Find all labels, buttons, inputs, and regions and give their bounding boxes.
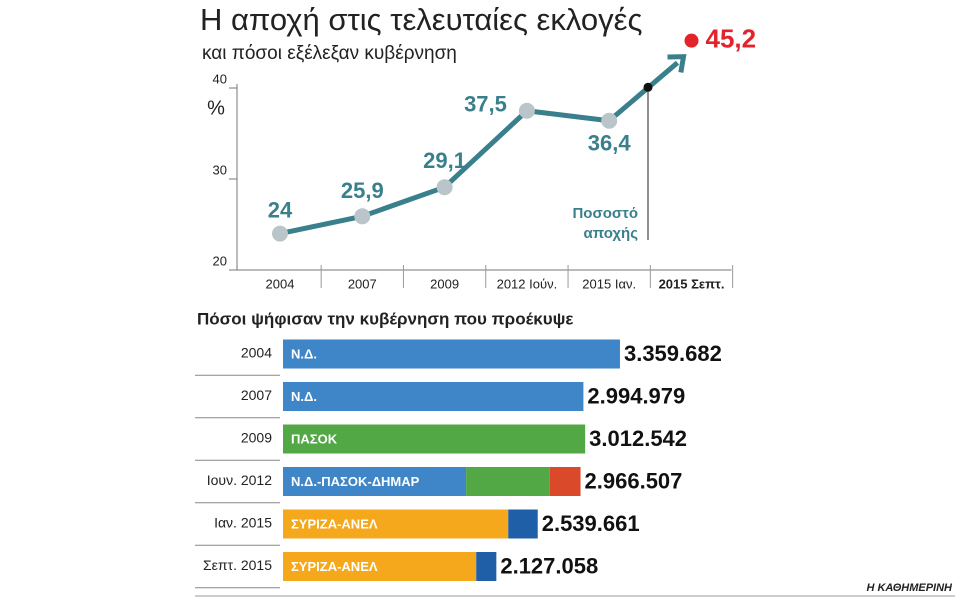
title: Η αποχή στις τελευταίες εκλογές — [200, 2, 642, 37]
total-label: 2.966.507 — [585, 468, 683, 493]
row-label: 2009 — [241, 430, 272, 446]
arrow-head — [667, 54, 687, 73]
x-tick-label: 2007 — [348, 276, 377, 291]
value-label: 36,4 — [588, 131, 632, 156]
y-tick-label: 30 — [213, 162, 227, 177]
bar-label: Ν.Δ. — [291, 389, 317, 404]
row-label: 2007 — [241, 387, 272, 403]
bar-segment — [549, 467, 581, 496]
annotation: αποχής — [583, 225, 638, 242]
annotation: Ποσοστό — [572, 205, 638, 222]
latest-label: 45,2 — [706, 24, 757, 54]
bar-label: ΠΑΣΟΚ — [291, 431, 338, 446]
bar-segment — [283, 552, 477, 581]
bar-segment — [283, 339, 620, 369]
latest-point — [684, 33, 699, 48]
bar-label: Ν.Δ.-ΠΑΣΟΚ-ΔΗΜΑΡ — [291, 474, 420, 489]
value-label: 25,9 — [341, 178, 384, 203]
y-tick-label: 20 — [213, 253, 227, 268]
bar-label: ΣΥΡΙΖΑ-ΑΝΕΛ — [291, 559, 378, 574]
x-tick-label: 2012 Ιούν. — [497, 276, 558, 291]
point — [272, 225, 288, 242]
x-tick-label: 2009 — [430, 276, 459, 291]
value-label: 29,1 — [423, 148, 466, 173]
trend-arrow — [607, 60, 680, 123]
row-label: 2004 — [241, 345, 272, 361]
total-label: 3.012.542 — [589, 426, 687, 451]
x-tick-label: 2004 — [266, 276, 295, 291]
bar-segment — [476, 552, 497, 581]
y-axis-label: % — [207, 97, 225, 119]
total-label: 2.127.058 — [500, 553, 598, 578]
point — [354, 208, 371, 225]
value-label: 24 — [268, 197, 293, 222]
bar-label: Ν.Δ. — [291, 346, 317, 361]
bar-chart-title: Πόσοι ψήφισαν την κυβέρνηση που προέκυψε — [197, 309, 574, 328]
bar-segment — [508, 509, 538, 539]
bar-segment — [283, 509, 509, 539]
x-tick-label: 2015 Ιαν. — [582, 276, 636, 291]
total-label: 2.539.661 — [542, 511, 640, 536]
row-label: Ιαν. 2015 — [214, 515, 272, 531]
total-label: 3.359.682 — [624, 341, 722, 366]
source: Η ΚΑΘΗΜΕΡΙΝΗ — [866, 582, 953, 594]
y-tick-label: 40 — [213, 71, 227, 86]
annotation-dot — [643, 82, 653, 92]
bar-segment — [283, 467, 467, 496]
bar-label: ΣΥΡΙΖΑ-ΑΝΕΛ — [291, 516, 378, 531]
bar-segment — [283, 382, 584, 411]
subtitle: και πόσοι εξέλεξαν κυβέρνηση — [202, 43, 457, 64]
row-label: Ιουν. 2012 — [207, 472, 272, 488]
total-label: 2.994.979 — [587, 383, 685, 408]
bar-segment — [283, 424, 586, 454]
point — [518, 102, 535, 119]
point — [601, 112, 618, 129]
bar-segment — [466, 467, 550, 496]
x-tick-label: 2015 Σεπτ. — [659, 276, 725, 291]
point — [436, 179, 453, 196]
value-label: 37,5 — [464, 92, 507, 117]
row-label: Σεπτ. 2015 — [203, 557, 272, 573]
